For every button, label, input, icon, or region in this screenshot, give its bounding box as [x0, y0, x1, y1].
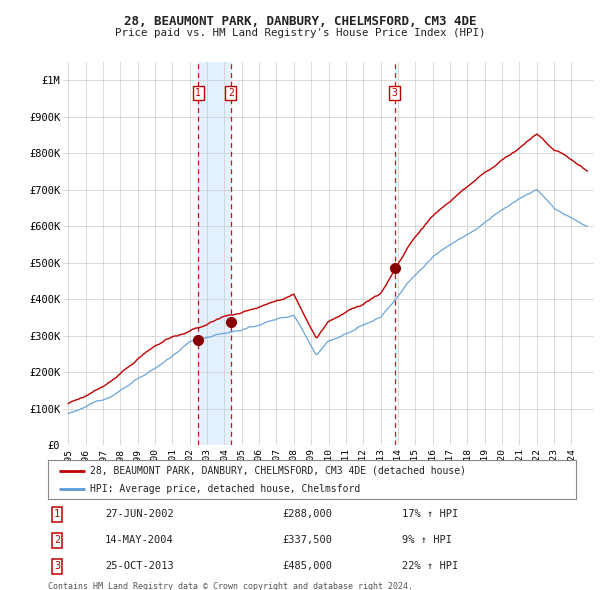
Bar: [198, 62, 231, 445]
Text: Contains HM Land Registry data © Crown copyright and database right 2024.: Contains HM Land Registry data © Crown c…: [48, 582, 413, 590]
Text: 17% ↑ HPI: 17% ↑ HPI: [402, 510, 458, 519]
Text: 25-OCT-2013: 25-OCT-2013: [105, 562, 174, 571]
Text: Price paid vs. HM Land Registry's House Price Index (HPI): Price paid vs. HM Land Registry's House …: [115, 28, 485, 38]
Text: £288,000: £288,000: [282, 510, 332, 519]
Text: £485,000: £485,000: [282, 562, 332, 571]
Text: 2: 2: [54, 536, 60, 545]
Text: 9% ↑ HPI: 9% ↑ HPI: [402, 536, 452, 545]
Text: 28, BEAUMONT PARK, DANBURY, CHELMSFORD, CM3 4DE (detached house): 28, BEAUMONT PARK, DANBURY, CHELMSFORD, …: [90, 466, 466, 476]
Text: 28, BEAUMONT PARK, DANBURY, CHELMSFORD, CM3 4DE: 28, BEAUMONT PARK, DANBURY, CHELMSFORD, …: [124, 15, 476, 28]
Text: 14-MAY-2004: 14-MAY-2004: [105, 536, 174, 545]
Text: 1: 1: [54, 510, 60, 519]
Text: 2: 2: [228, 88, 234, 98]
Text: 27-JUN-2002: 27-JUN-2002: [105, 510, 174, 519]
Text: 1: 1: [195, 88, 201, 98]
Text: £337,500: £337,500: [282, 536, 332, 545]
Text: 3: 3: [392, 88, 398, 98]
Text: 22% ↑ HPI: 22% ↑ HPI: [402, 562, 458, 571]
Text: 3: 3: [54, 562, 60, 571]
Text: HPI: Average price, detached house, Chelmsford: HPI: Average price, detached house, Chel…: [90, 484, 361, 494]
